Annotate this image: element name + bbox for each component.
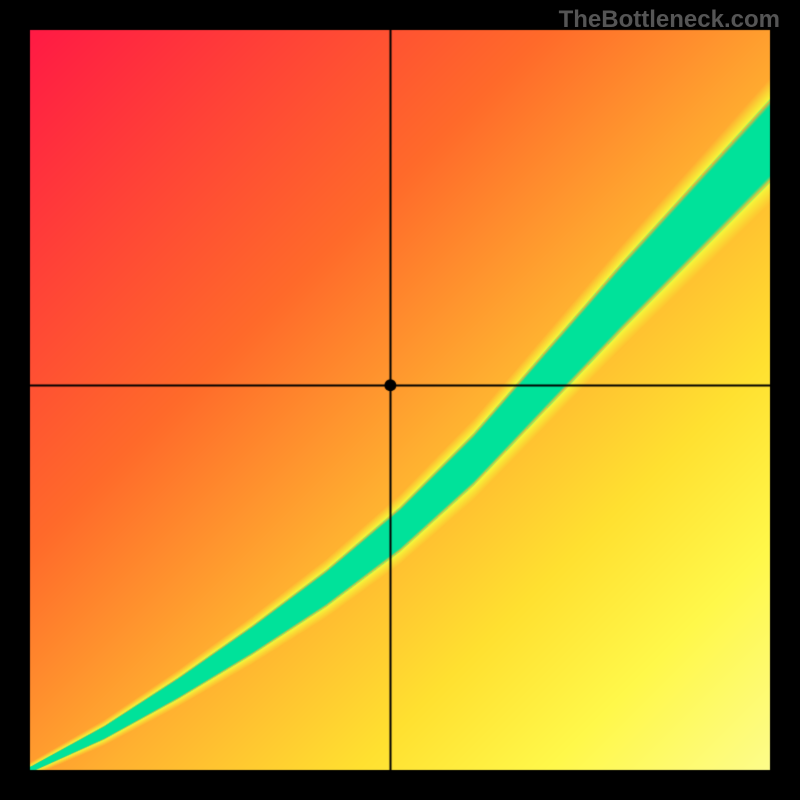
chart-container: TheBottleneck.com — [0, 0, 800, 800]
watermark-text: TheBottleneck.com — [559, 6, 780, 34]
heatmap-canvas — [0, 0, 800, 800]
